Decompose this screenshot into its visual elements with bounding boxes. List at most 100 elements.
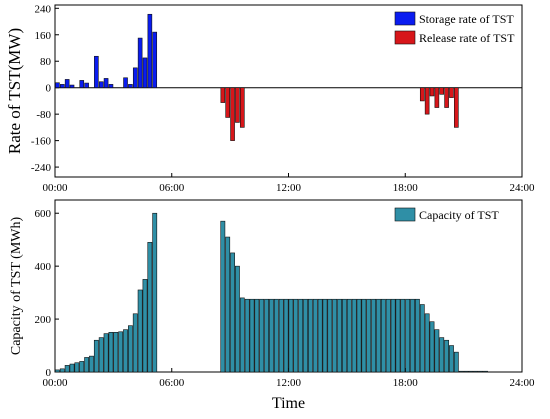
bar-capacity-of-tst — [74, 362, 80, 373]
legend-swatch — [394, 11, 416, 26]
bar-release-rate-of-tst — [424, 87, 430, 115]
legend: Capacity of TST — [394, 207, 499, 222]
bar-capacity-of-tst — [288, 298, 294, 373]
bar-capacity-of-tst — [400, 298, 406, 373]
bar-capacity-of-tst — [69, 363, 75, 373]
bar-capacity-of-tst — [312, 298, 318, 373]
bar-capacity-of-tst — [429, 321, 435, 373]
bar-capacity-of-tst — [322, 298, 328, 373]
bar-capacity-of-tst — [147, 242, 153, 373]
bar-capacity-of-tst — [98, 337, 104, 373]
legend-swatch — [394, 30, 416, 45]
bar-storage-rate-of-tst — [123, 77, 128, 88]
bar-capacity-of-tst — [327, 298, 333, 373]
bar-capacity-of-tst — [259, 298, 265, 373]
bar-capacity-of-tst — [64, 365, 70, 373]
x-tick-label: 06:00 — [159, 182, 185, 194]
y-axis-label: Capacity of TST (MWh) — [9, 217, 24, 356]
bar-capacity-of-tst — [235, 265, 240, 373]
bar-capacity-of-tst — [473, 370, 479, 373]
bar-capacity-of-tst — [478, 370, 484, 373]
bar-release-rate-of-tst — [429, 87, 435, 97]
bar-capacity-of-tst — [337, 298, 342, 373]
bar-capacity-of-tst — [84, 357, 90, 373]
bar-capacity-of-tst — [283, 298, 289, 373]
y-tick-label: 240 — [35, 3, 52, 15]
bar-storage-rate-of-tst — [84, 82, 89, 88]
bar-release-rate-of-tst — [454, 87, 459, 128]
x-tick-label: 00:00 — [42, 377, 68, 389]
bar-capacity-of-tst — [307, 298, 313, 373]
bar-release-rate-of-tst — [225, 87, 230, 118]
bar-capacity-of-tst — [444, 339, 449, 373]
bar-capacity-of-tst — [303, 298, 308, 373]
x-tick-label: 12:00 — [276, 377, 302, 389]
bar-capacity-of-tst — [108, 332, 114, 373]
bar-release-rate-of-tst — [235, 87, 240, 123]
bar-capacity-of-tst — [453, 351, 459, 373]
y-tick-label: 80 — [40, 56, 52, 68]
bar-capacity-of-tst — [317, 298, 323, 373]
bar-capacity-of-tst — [342, 298, 347, 373]
bar-capacity-of-tst — [55, 369, 60, 373]
bar-capacity-of-tst — [249, 298, 255, 373]
bar-capacity-of-tst — [103, 333, 109, 373]
x-tick-label: 18:00 — [393, 182, 419, 194]
bar-capacity-of-tst — [449, 345, 454, 373]
bar-capacity-of-tst — [79, 361, 85, 373]
rate-chart-panel: -240 -160 -80 0 80 160 240 00:00 06:00 12:00 18:00… — [5, 3, 535, 194]
bar-capacity-of-tst — [152, 212, 158, 373]
bar-storage-rate-of-tst — [142, 57, 148, 88]
x-tick-label: 18:00 — [393, 377, 419, 389]
bar-capacity-of-tst — [380, 298, 386, 373]
x-tick-label: 24:00 — [509, 377, 535, 389]
bar-capacity-of-tst — [293, 298, 299, 373]
bar-capacity-of-tst — [220, 220, 226, 373]
bar-capacity-of-tst — [123, 329, 128, 373]
x-tick-label: 00:00 — [42, 182, 68, 194]
capacity-chart-panel: 0 200 400 600 00:00 06:00 12:00 18:00 24:00 Capac… — [9, 199, 535, 412]
bar-release-rate-of-tst — [419, 87, 425, 102]
y-tick-label: 400 — [35, 261, 52, 273]
bar-capacity-of-tst — [230, 252, 235, 373]
y-axis-label: Rate of TST(MW) — [5, 28, 24, 154]
bar-capacity-of-tst — [142, 279, 148, 373]
bar-storage-rate-of-tst — [79, 80, 85, 88]
bar-capacity-of-tst — [385, 298, 391, 373]
bar-capacity-of-tst — [89, 355, 94, 373]
x-tick-label: 24:00 — [509, 182, 535, 194]
bar-capacity-of-tst — [371, 298, 377, 373]
bar-capacity-of-tst — [137, 289, 143, 373]
bar-release-rate-of-tst — [220, 87, 226, 103]
legend-swatch — [394, 207, 416, 222]
bar-capacity-of-tst — [264, 298, 270, 373]
x-tick-label: 06:00 — [159, 377, 185, 389]
bar-capacity-of-tst — [128, 325, 133, 373]
bar-storage-rate-of-tst — [64, 79, 70, 88]
bar-storage-rate-of-tst — [152, 31, 158, 88]
bar-storage-rate-of-tst — [55, 82, 60, 88]
bar-capacity-of-tst — [439, 337, 445, 373]
bar-storage-rate-of-tst — [108, 84, 114, 88]
bar-storage-rate-of-tst — [69, 84, 75, 88]
bar-release-rate-of-tst — [444, 87, 449, 108]
bar-capacity-of-tst — [415, 298, 420, 373]
bar-capacity-of-tst — [225, 236, 231, 373]
bar-capacity-of-tst — [376, 298, 381, 373]
bar-capacity-of-tst — [244, 298, 250, 373]
bar-capacity-of-tst — [254, 298, 260, 373]
legend-label: Storage rate of TST — [419, 12, 514, 26]
y-tick-label: -240 — [31, 162, 52, 174]
bar-capacity-of-tst — [356, 298, 362, 373]
bar-capacity-of-tst — [361, 298, 367, 373]
bar-capacity-of-tst — [366, 298, 372, 373]
bar-capacity-of-tst — [298, 298, 304, 373]
bar-capacity-of-tst — [278, 298, 284, 373]
bar-capacity-of-tst — [269, 298, 274, 373]
bar-release-rate-of-tst — [449, 87, 454, 98]
bar-storage-rate-of-tst — [147, 13, 153, 88]
bar-capacity-of-tst — [419, 304, 425, 373]
bar-capacity-of-tst — [132, 313, 138, 373]
bar-capacity-of-tst — [395, 298, 401, 373]
bar-capacity-of-tst — [458, 370, 464, 373]
